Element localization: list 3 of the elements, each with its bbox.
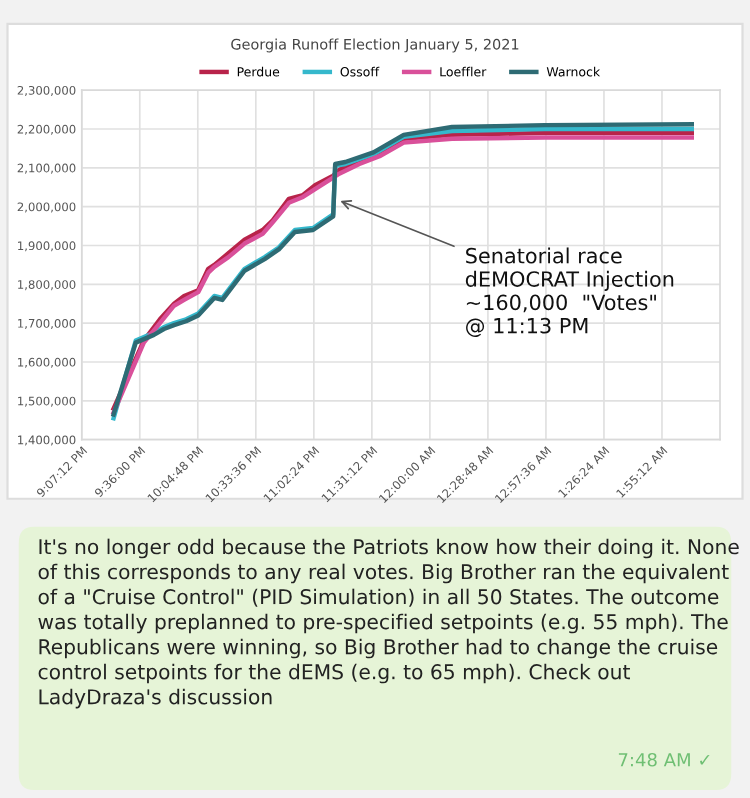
text: 7:48 AM ✓	[618, 752, 710, 767]
annotation: Senatorial race dEMOCRAT Injection ~160,000 "Votes" @ 11:13 PM	[465, 247, 674, 337]
text: It's no longer odd because the Patriots know how their doing it. None of this corresponds to any real votes. Big Brother ran the equivalent of a "Cruise Control" (PID Simulation) in all 50 States. The outcome was totally preplanned to pre-specified setpoints (e.g. 55 mph). The Republicans were winning, so Big Brother had to change the cruise control setpoints for the dEMS (e.g. to 65 mph). Check out LadyDraza's discussion	[38, 538, 739, 709]
